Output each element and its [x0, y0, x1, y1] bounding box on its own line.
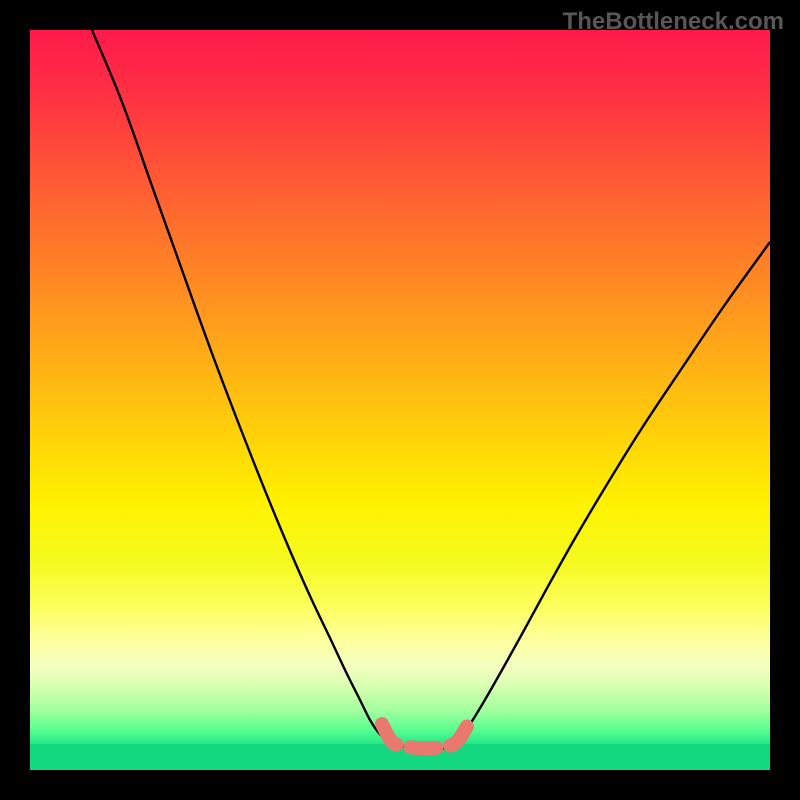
- optimal-zone-marker: [382, 722, 470, 748]
- curve-layer: [0, 0, 800, 800]
- watermark-text: TheBottleneck.com: [563, 8, 784, 36]
- bottleneck-curve: [92, 30, 770, 749]
